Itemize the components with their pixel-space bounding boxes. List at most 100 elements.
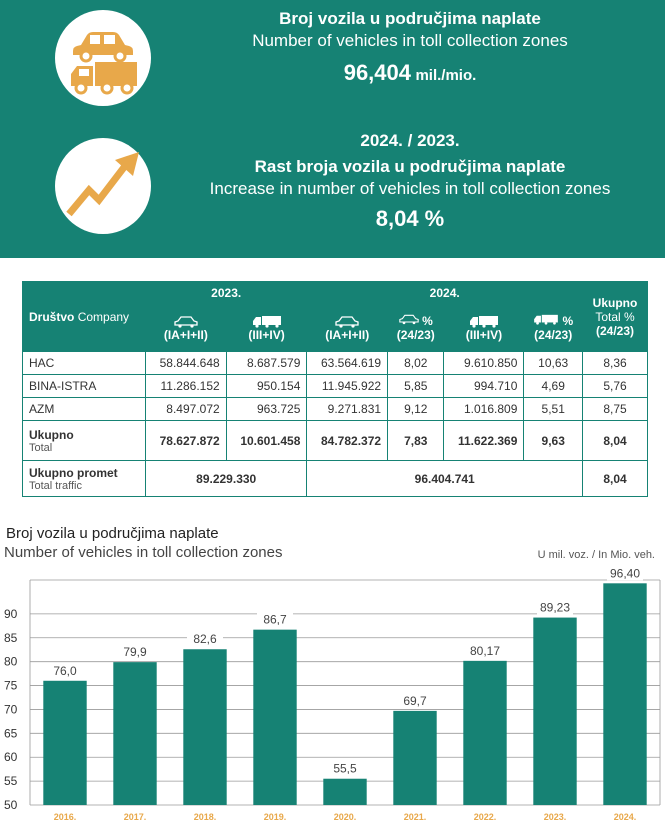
data-label-bg xyxy=(537,600,573,615)
truck-icon xyxy=(469,316,498,328)
data-label-bg xyxy=(117,645,153,660)
growth-title-en: Increase in number of vehicles in toll c… xyxy=(209,179,611,198)
data-label: 80,17 xyxy=(470,644,500,658)
chart-subtitle: Number of vehicles in toll collection zo… xyxy=(4,544,283,561)
cell: 11.286.152 xyxy=(145,374,227,398)
cell: 10,63 xyxy=(523,351,583,375)
cell: 5,76 xyxy=(582,374,648,398)
car-icon xyxy=(335,315,359,328)
bar xyxy=(113,662,157,805)
bar xyxy=(603,583,647,805)
cars-pct-header: % (24/23) xyxy=(387,303,445,352)
year-2023-header: 2023. xyxy=(144,281,308,304)
cell: 963.725 xyxy=(225,397,308,421)
y-tick-label: 55 xyxy=(4,774,18,788)
vehicles-title-en: Number of vehicles in toll collection zo… xyxy=(252,31,568,50)
vehicles-table: Društvo Company 2023. 2024. Ukupno Total… xyxy=(22,281,648,497)
cell: 7,83 xyxy=(387,420,445,461)
growth-summary: 2024. / 2023. Rast broja vozila u područ… xyxy=(160,130,660,234)
y-tick-label: 85 xyxy=(4,631,18,645)
cell: 63.564.619 xyxy=(306,351,389,375)
vehicles-title-hr: Broj vozila u područjima naplate xyxy=(279,9,541,28)
data-label: 86,7 xyxy=(263,613,287,627)
growth-title-hr: Rast broja vozila u područjima naplate xyxy=(254,157,566,176)
cell: 9.610.850 xyxy=(443,351,525,375)
company-header: Društvo Company xyxy=(22,281,146,352)
cell: 8,75 xyxy=(582,397,648,421)
cell: 96.404.741 xyxy=(306,460,583,497)
trend-arrow-icon xyxy=(66,152,139,217)
total-pct-header: Ukupno Total % (24/23) xyxy=(582,281,648,352)
truck-icon xyxy=(534,314,559,325)
y-tick-label: 65 xyxy=(4,726,18,740)
bar xyxy=(253,629,297,805)
cell: 89.229.330 xyxy=(144,460,308,497)
vehicles-icon-circle xyxy=(55,10,151,106)
cell: 10.601.458 xyxy=(225,420,308,461)
data-label-bg xyxy=(327,761,363,776)
x-tick-label: 2019. xyxy=(264,812,287,822)
vehicles-unit: mil./mio. xyxy=(415,67,477,84)
cell: 11.622.369 xyxy=(443,420,525,461)
y-tick-label: 70 xyxy=(4,702,18,716)
y-tick-label: 75 xyxy=(4,679,18,693)
y-tick-label: 80 xyxy=(4,655,18,669)
y-tick-label: 60 xyxy=(4,750,18,764)
cell: 8,04 xyxy=(582,420,648,461)
vehicles-bar-chart: 50 55 60 65 70 75 80 85 90 76,0 2016. 79,9 2017. 82,6… xyxy=(4,566,661,822)
data-label-bg xyxy=(257,612,293,627)
y-tick-label: 50 xyxy=(4,798,18,812)
bar xyxy=(183,649,227,805)
data-label-bg xyxy=(397,693,433,708)
data-label-bg xyxy=(187,632,223,647)
growth-value: 8,04 % xyxy=(375,206,445,231)
company-name: HAC xyxy=(22,351,146,375)
vehicles-summary: Broj vozila u područjima naplate Number … xyxy=(160,8,660,88)
traffic-row: Ukupno promet Total traffic 89.229.330 9… xyxy=(22,460,648,497)
truck-icon xyxy=(252,316,281,328)
chart-title: Broj vozila u područjima naplate xyxy=(6,525,219,542)
data-label: 69,7 xyxy=(403,694,427,708)
x-tick-label: 2016. xyxy=(54,812,77,822)
table-row: HAC 58.844.648 8.687.579 63.564.619 8,02… xyxy=(22,351,648,375)
cell: 8.687.579 xyxy=(225,351,308,375)
cell: 1.016.809 xyxy=(443,397,525,421)
bar xyxy=(43,680,87,805)
company-name: AZM xyxy=(22,397,146,421)
data-label: 89,23 xyxy=(540,601,570,615)
cell: 84.782.372 xyxy=(306,420,389,461)
cell: 11.945.922 xyxy=(306,374,389,398)
x-tick-label: 2018. xyxy=(194,812,217,822)
cell: 8,02 xyxy=(387,351,445,375)
data-label-bg xyxy=(47,663,83,678)
x-tick-label: 2022. xyxy=(474,812,497,822)
y-tick-label: 90 xyxy=(4,607,18,621)
x-tick-label: 2024. xyxy=(614,812,637,822)
chart-unit: U mil. voz. / In Mio. veh. xyxy=(537,549,655,561)
cell: 4,69 xyxy=(523,374,583,398)
bar xyxy=(463,660,507,805)
cars-2023-header: (IA+I+II) xyxy=(145,303,227,352)
data-label: 82,6 xyxy=(193,632,217,646)
bar xyxy=(533,617,577,805)
car-icon xyxy=(174,315,198,328)
cell: 58.844.648 xyxy=(145,351,227,375)
traffic-label: Ukupno promet Total traffic xyxy=(22,460,146,497)
total-label: Ukupno Total xyxy=(22,420,146,461)
data-label: 76,0 xyxy=(53,664,77,678)
bar xyxy=(393,710,437,805)
cell: 8,04 xyxy=(582,460,648,497)
cell: 78.627.872 xyxy=(145,420,227,461)
trucks-pct-header: % (24/23) xyxy=(523,303,583,352)
data-label: 96,40 xyxy=(610,566,640,580)
trucks-2023-header: (III+IV) xyxy=(225,303,308,352)
x-tick-label: 2017. xyxy=(124,812,147,822)
cell: 994.710 xyxy=(443,374,525,398)
car-truck-icon xyxy=(71,32,137,95)
cell: 8,36 xyxy=(582,351,648,375)
table-row: BINA-ISTRA 11.286.152 950.154 11.945.922… xyxy=(22,374,648,398)
company-name: BINA-ISTRA xyxy=(22,374,146,398)
cell: 9.271.831 xyxy=(306,397,389,421)
x-tick-label: 2020. xyxy=(334,812,357,822)
cell: 8.497.072 xyxy=(145,397,227,421)
